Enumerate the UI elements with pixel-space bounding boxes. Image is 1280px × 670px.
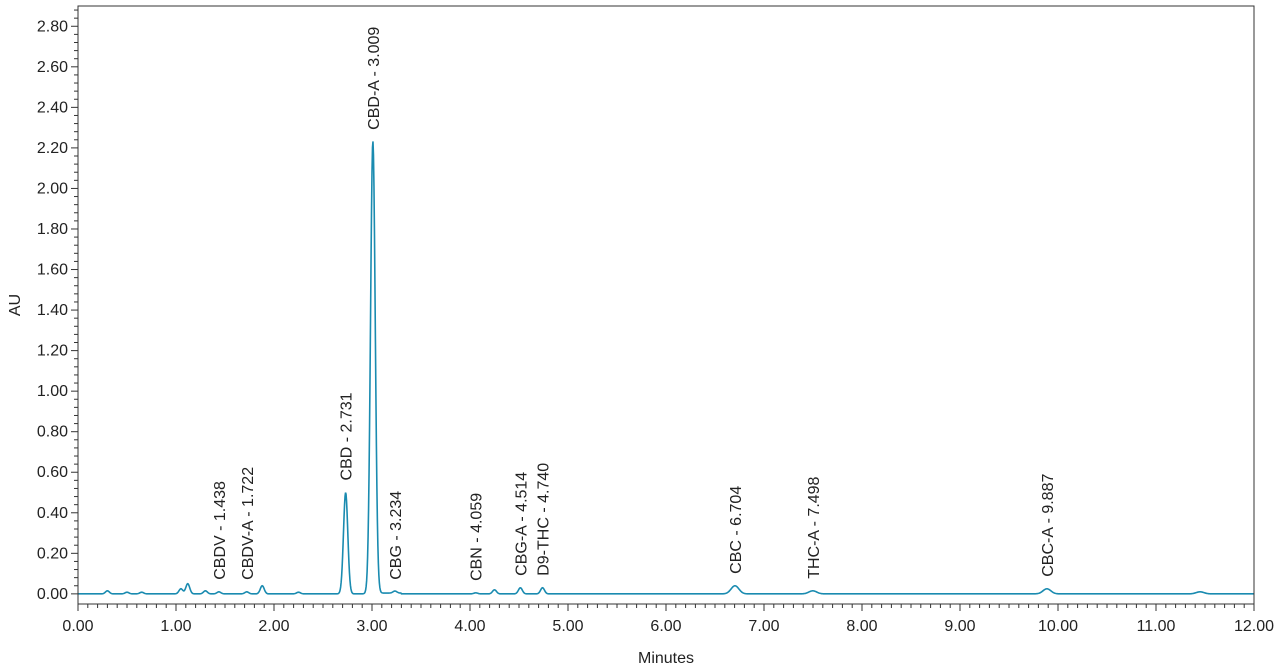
x-tick-label: 11.00 xyxy=(1137,618,1176,635)
peak-label: CBC-A - 9.887 xyxy=(1040,474,1057,577)
x-tick-label: 3.00 xyxy=(356,618,387,635)
plot-frame xyxy=(77,5,1255,605)
y-tick-label: 2.00 xyxy=(37,180,68,197)
y-tick-label: 2.20 xyxy=(37,140,68,157)
y-tick-label: 0.40 xyxy=(37,505,68,522)
y-tick-label: 2.80 xyxy=(37,18,68,35)
peak-label: CBD - 2.731 xyxy=(339,392,356,480)
y-axis: 0.00 0.20 0.40 0.60 0.80 1.00 1.20 1.40 1.60 1.80… xyxy=(37,9,78,603)
x-axis: 0.00 1.00 2.00 3.00 4.00 5.00 6.00 7.00 8.00 9.00… xyxy=(62,604,1274,635)
x-tick-label: 1.00 xyxy=(160,618,191,635)
x-axis-title: Minutes xyxy=(638,650,694,667)
peak-labels: CBDV - 1.438 CBDV-A - 1.722 CBD - 2.731 CBD… xyxy=(212,27,1057,581)
peak-label: CBDV - 1.438 xyxy=(212,481,229,580)
x-tick-label: 12.00 xyxy=(1234,618,1274,635)
peak-label: THC-A - 7.498 xyxy=(806,476,823,578)
peak-label: CBG-A - 4.514 xyxy=(513,472,530,576)
peak-label: CBDV-A - 1.722 xyxy=(240,467,257,580)
x-tick-label: 5.00 xyxy=(552,618,583,635)
x-tick-label: 4.00 xyxy=(454,618,485,635)
x-tick-label: 10.00 xyxy=(1038,618,1078,635)
y-tick-label: 2.60 xyxy=(37,59,68,76)
y-tick-label: 0.60 xyxy=(37,464,68,481)
y-tick-label: 1.80 xyxy=(37,221,68,238)
y-tick-label: 1.40 xyxy=(37,302,68,319)
peak-label: CBC - 6.704 xyxy=(728,486,745,574)
peak-label: CBN - 4.059 xyxy=(469,493,486,581)
x-tick-label: 2.00 xyxy=(258,618,289,635)
x-tick-label: 6.00 xyxy=(650,618,681,635)
y-tick-label: 0.00 xyxy=(37,586,68,603)
y-tick-label: 2.40 xyxy=(37,99,68,116)
peak-label: CBG - 3.234 xyxy=(388,491,405,580)
x-tick-label: 7.00 xyxy=(748,618,779,635)
y-tick-label: 1.20 xyxy=(37,343,68,360)
y-tick-label: 1.60 xyxy=(37,262,68,279)
peak-label: CBD-A - 3.009 xyxy=(366,27,383,130)
y-tick-label: 1.00 xyxy=(37,383,68,400)
y-axis-title: AU xyxy=(7,294,24,316)
x-tick-label: 0.00 xyxy=(62,618,93,635)
x-tick-label: 9.00 xyxy=(944,618,975,635)
y-tick-label: 0.80 xyxy=(37,424,68,441)
peak-label: D9-THC - 4.740 xyxy=(535,463,552,576)
chromatogram-trace xyxy=(78,141,1254,595)
x-tick-label: 8.00 xyxy=(846,618,877,635)
y-tick-label: 0.20 xyxy=(37,545,68,562)
